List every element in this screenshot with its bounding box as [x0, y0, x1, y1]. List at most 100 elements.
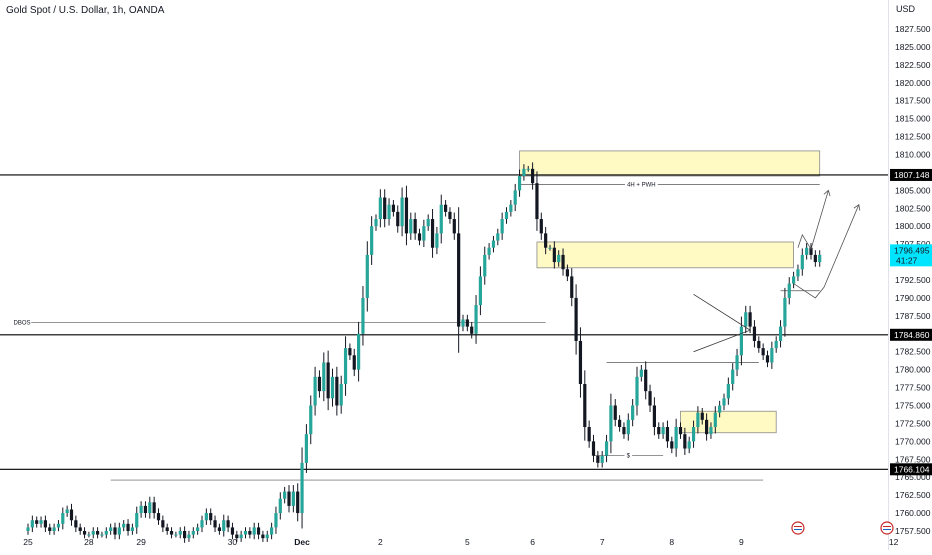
candle-body	[109, 527, 113, 531]
candle-body	[565, 269, 569, 277]
candle-body	[635, 376, 639, 406]
candle-body	[770, 348, 774, 363]
candle-body	[26, 527, 30, 531]
arrow-icon	[823, 189, 831, 197]
event-flag-icon	[791, 521, 805, 535]
y-tick-label: 1757.500	[895, 526, 931, 536]
candle-body	[648, 391, 652, 406]
candle-body	[500, 219, 504, 234]
candle-body	[213, 520, 217, 528]
candle-body	[665, 427, 670, 442]
candle-body	[87, 534, 91, 536]
candle-body	[531, 168, 535, 184]
candle-body	[204, 513, 208, 521]
candle-body	[61, 513, 65, 524]
candle-body	[35, 520, 39, 524]
candle-body	[43, 520, 47, 528]
candle-body	[444, 204, 448, 212]
zone-top	[519, 150, 821, 177]
candle-body	[339, 383, 343, 406]
candle-body	[348, 348, 352, 356]
candle-body	[82, 531, 87, 535]
level-price-badge	[890, 463, 932, 476]
x-tick-label: 7	[600, 537, 605, 547]
candle-body	[587, 427, 591, 442]
candle-body	[143, 505, 148, 514]
candle-body	[691, 427, 696, 442]
candle-body	[561, 254, 565, 270]
x-tick-label: 9	[739, 537, 744, 547]
candle-body	[539, 219, 543, 234]
candle-body	[752, 326, 757, 341]
candle-body	[335, 376, 339, 406]
y-tick-label: 1775.000	[895, 401, 931, 411]
candle-body	[796, 269, 800, 277]
candle-body	[461, 319, 465, 327]
annotation-bg	[624, 181, 658, 189]
candle-body	[670, 441, 674, 449]
candle-body	[200, 520, 204, 528]
candle-body	[217, 527, 221, 531]
arrow-icon	[853, 204, 861, 211]
annotation-bg	[624, 452, 633, 460]
candle-body	[113, 527, 117, 535]
candle-body	[30, 520, 34, 528]
candle-body	[435, 233, 439, 248]
candle-body	[700, 412, 704, 420]
candle-body	[805, 247, 809, 255]
candle-body	[713, 412, 717, 428]
annotation-label: DBOS	[13, 320, 30, 326]
candle-body	[818, 254, 822, 263]
candle-body	[709, 427, 713, 435]
candle-body	[696, 412, 700, 428]
x-tick-label: Dec	[294, 537, 310, 547]
chart-title: Gold Spot / U.S. Dollar, 1h, OANDA	[6, 5, 165, 16]
candle-body	[552, 247, 556, 263]
candle-body	[256, 527, 261, 535]
candle-body	[678, 427, 683, 435]
x-tick-label: 8	[669, 537, 674, 547]
candle-body	[496, 233, 500, 241]
candle-body	[731, 369, 735, 384]
candle-body	[457, 233, 461, 327]
y-tick-label: 1762.500	[895, 490, 931, 500]
candle-body	[400, 197, 404, 227]
candle-body	[39, 520, 43, 524]
y-tick-label: 1805.000	[895, 185, 931, 195]
candle-body	[470, 326, 474, 334]
candle-body	[317, 376, 322, 392]
candle-body	[787, 283, 791, 298]
candle-body	[291, 491, 295, 506]
y-tick-label: 1820.000	[895, 78, 931, 88]
candle-body	[78, 527, 82, 531]
candle-body	[365, 254, 369, 298]
candle-body	[178, 531, 182, 535]
candle-body	[374, 219, 378, 227]
x-tick-label: 5	[465, 537, 470, 547]
candle-body	[174, 534, 178, 536]
candle-body	[135, 513, 139, 528]
y-tick-label: 1767.500	[895, 454, 931, 464]
y-tick-label: 1765.000	[895, 472, 931, 482]
candle-body	[191, 531, 195, 535]
candle-body	[722, 398, 726, 406]
candle-body	[674, 427, 678, 449]
candle-body	[226, 520, 230, 528]
x-tick-label: 6	[530, 537, 535, 547]
candle-body	[104, 531, 108, 535]
y-tick-label: 1810.000	[895, 150, 931, 160]
candle-body	[548, 247, 552, 249]
candle-body	[187, 534, 191, 539]
candle-body	[69, 509, 74, 521]
candle-body	[417, 233, 422, 241]
candle-body	[48, 527, 52, 531]
y-tick-label: 1827.500	[895, 24, 931, 34]
candle-body	[370, 226, 374, 255]
y-tick-label: 1797.500	[895, 239, 931, 249]
candle-body	[526, 168, 530, 170]
annotation-label: 4H + PWH	[627, 183, 656, 189]
candle-body	[683, 434, 687, 449]
projection-path	[797, 190, 829, 251]
